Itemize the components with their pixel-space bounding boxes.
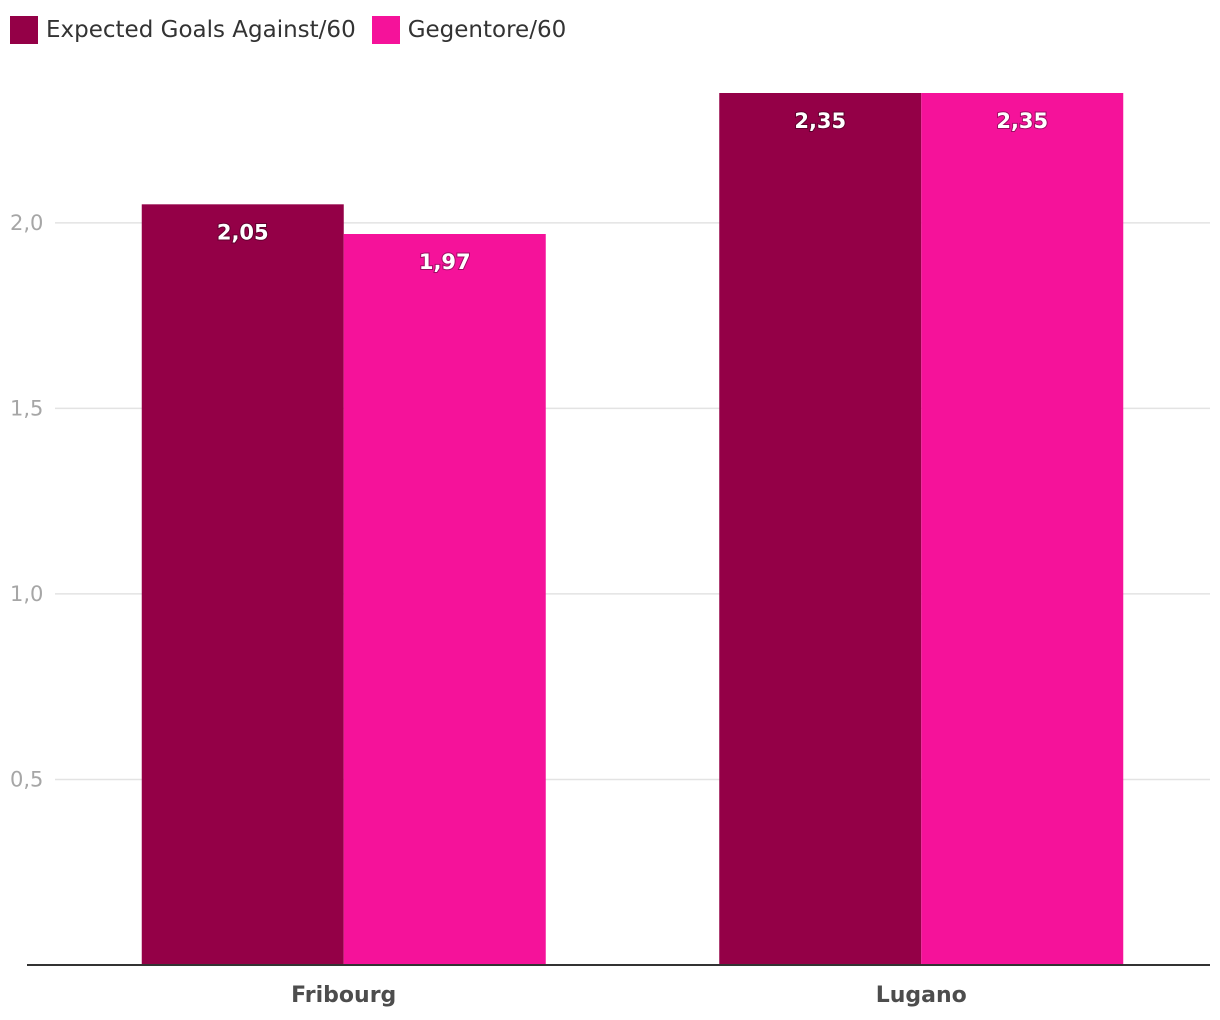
data-label: 2,35 bbox=[996, 109, 1048, 133]
legend-label-expected-goals-against: Expected Goals Against/60 bbox=[46, 17, 356, 43]
legend-swatch-expected-goals-against bbox=[10, 16, 38, 44]
y-tick-label: 2,0 bbox=[10, 211, 43, 235]
data-label: 2,05 bbox=[217, 220, 269, 244]
y-tick-label: 1,5 bbox=[10, 396, 43, 420]
chart-legend: Expected Goals Against/60 Gegentore/60 bbox=[10, 15, 582, 45]
y-tick-label: 0,5 bbox=[10, 767, 43, 791]
x-category-label: Lugano bbox=[876, 983, 967, 1008]
bar bbox=[343, 234, 546, 965]
bar bbox=[141, 204, 344, 965]
y-tick-label: 1,0 bbox=[10, 582, 43, 606]
legend-label-gegentore: Gegentore/60 bbox=[407, 17, 567, 43]
bar bbox=[921, 93, 1124, 965]
data-label: 1,97 bbox=[419, 250, 471, 274]
data-label: 2,35 bbox=[794, 109, 846, 133]
bar bbox=[719, 93, 922, 965]
legend-item-gegentore[interactable]: Gegentore/60 bbox=[371, 16, 567, 44]
x-category-label: Fribourg bbox=[291, 983, 396, 1008]
legend-item-expected-goals-against[interactable]: Expected Goals Against/60 bbox=[10, 16, 356, 44]
legend-swatch-gegentore bbox=[371, 16, 400, 44]
